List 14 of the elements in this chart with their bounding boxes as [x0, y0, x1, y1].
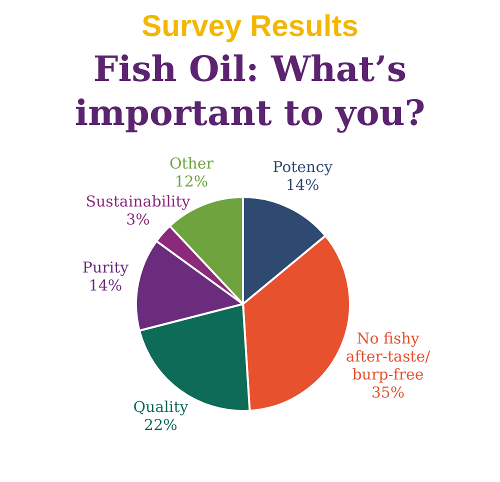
data-label: 12%: [174, 172, 208, 191]
chart-title: Survey Results: [140, 10, 360, 44]
chart-subtitle: Fish Oil: What’s important to you?: [74, 48, 426, 136]
data-label: 3%: [126, 210, 150, 228]
slice-label: Potency: [272, 158, 334, 176]
data-label: 14%: [286, 176, 320, 194]
data-label: 22%: [144, 416, 178, 434]
slice-label: Purity: [82, 258, 130, 277]
slice-label: No fishy after-taste/burp-free: [346, 330, 432, 384]
slice-label: Quality: [133, 398, 189, 416]
slice-label: Other: [169, 154, 214, 173]
slice-label: Sustainability: [86, 192, 191, 210]
data-label: 14%: [88, 276, 122, 295]
data-label: 35%: [371, 384, 405, 402]
